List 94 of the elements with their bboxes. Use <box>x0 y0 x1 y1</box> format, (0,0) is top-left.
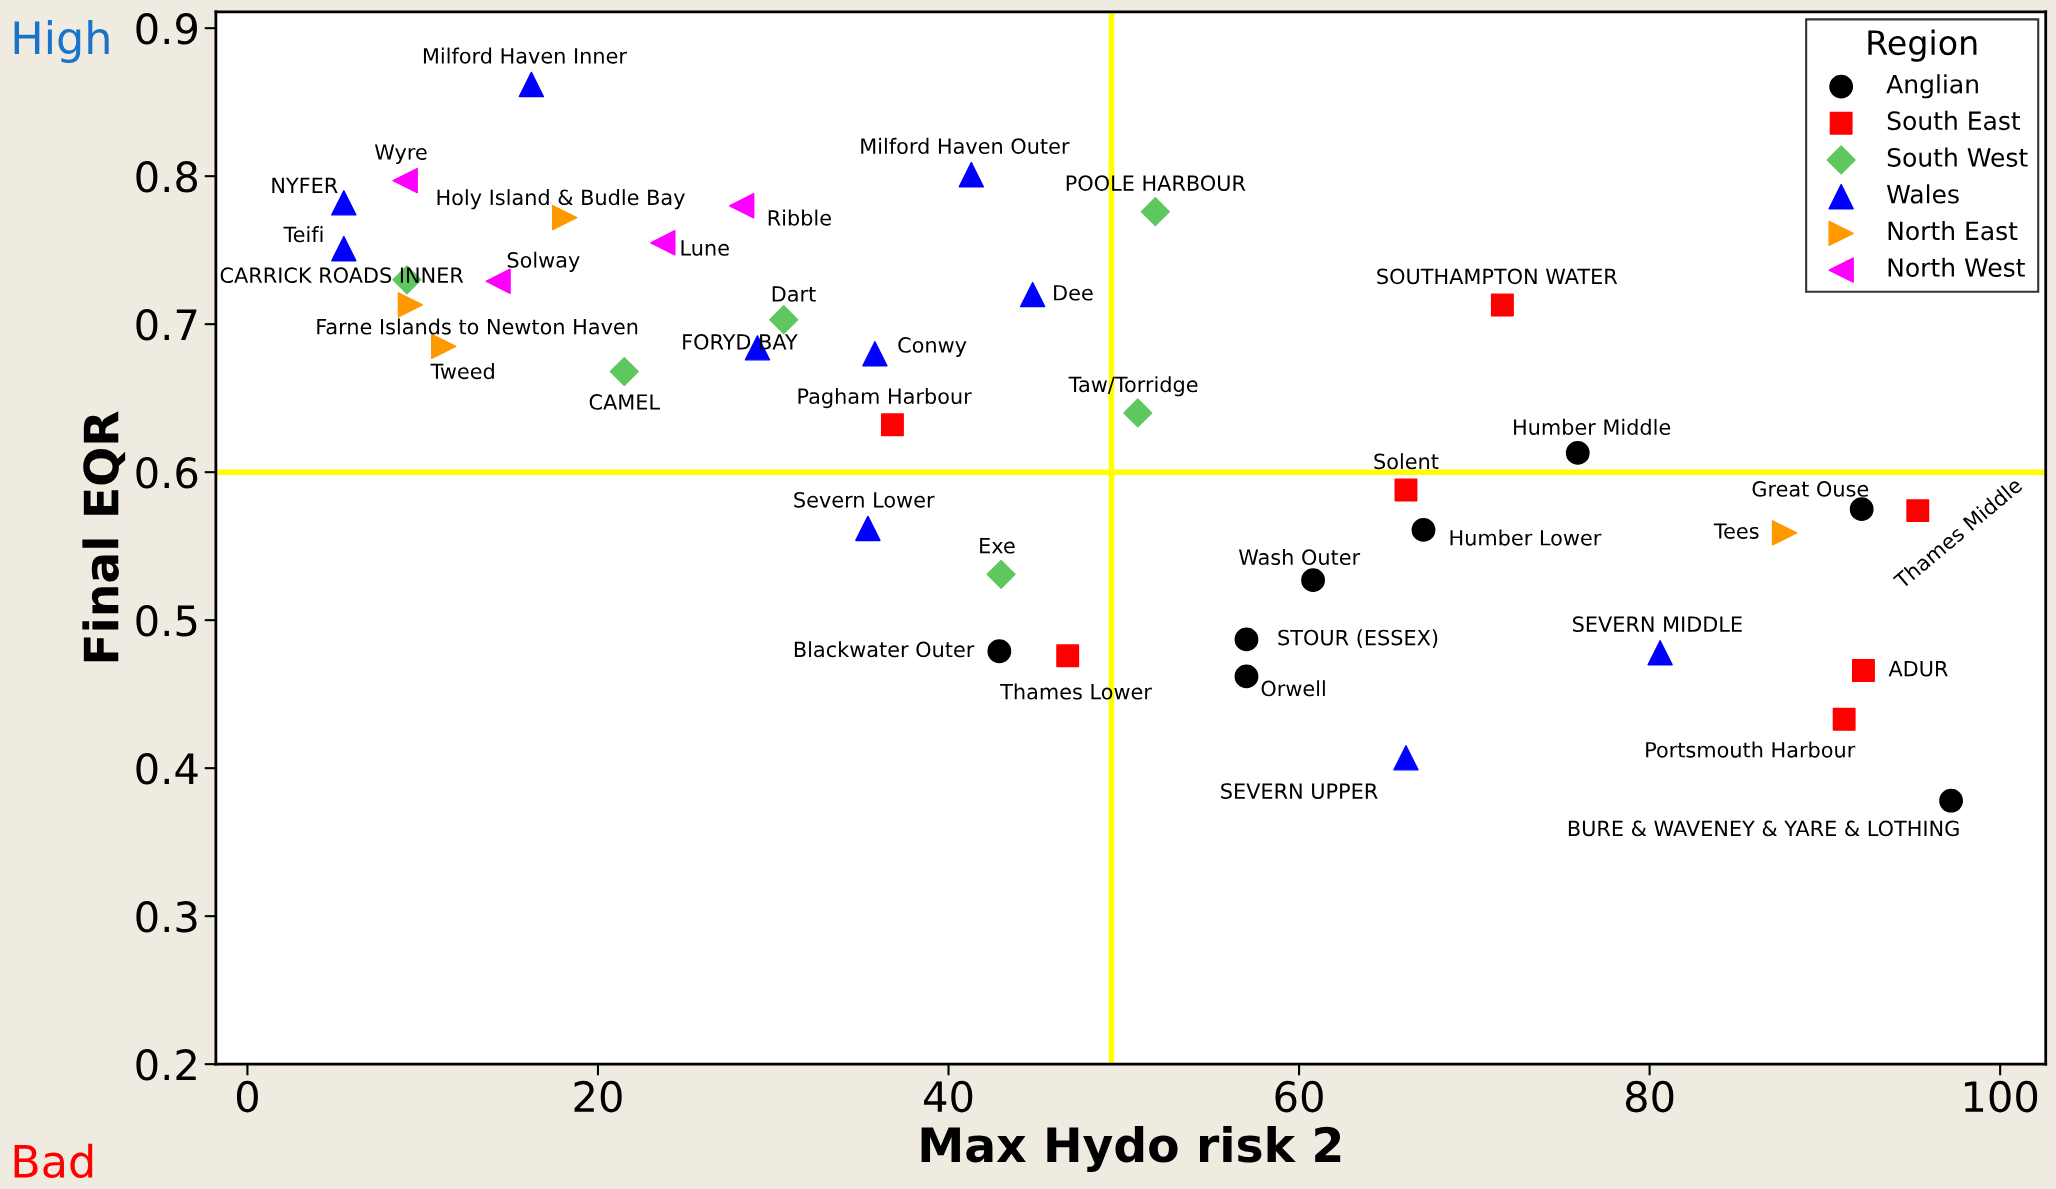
point <box>1565 441 1590 465</box>
point <box>551 204 578 231</box>
legend-label: Anglian <box>1886 74 1978 99</box>
point <box>880 413 904 437</box>
point <box>650 230 676 256</box>
point <box>1647 639 1673 666</box>
data-label: CAMEL <box>589 394 660 410</box>
data-label: BURE & WAVENEY & YARE & LOTHING <box>1568 820 1959 837</box>
point <box>1851 659 1875 682</box>
point <box>1832 707 1856 731</box>
data-label: Solway <box>507 251 580 272</box>
data-label: Orwell <box>1261 680 1325 697</box>
y-tick-label: 0.9 <box>136 13 197 45</box>
x-tick-label: 40 <box>924 1080 973 1113</box>
data-label: Solent <box>1374 453 1439 470</box>
point <box>392 167 418 194</box>
point <box>331 235 357 262</box>
legend-label: South West <box>1887 147 2028 167</box>
data-label: FORYD BAY <box>683 333 798 350</box>
y-tick-label: 0.5 <box>136 605 197 637</box>
data-label: Exe <box>980 538 1015 554</box>
point <box>986 559 1016 589</box>
x-tick-label: 100 <box>1964 1080 2038 1113</box>
data-label: NYFER <box>272 177 338 193</box>
data-label: Humber Lower <box>1450 529 1602 546</box>
data-label: Tees <box>1713 523 1759 539</box>
text: Bad <box>14 1143 93 1179</box>
x-tick-label: 60 <box>1275 1080 1323 1113</box>
point <box>1019 281 1046 308</box>
data-label: Wash Outer <box>1238 548 1361 566</box>
data-label: Great Ouse <box>1752 481 1869 497</box>
y-tick-label: 0.3 <box>136 901 197 933</box>
point <box>1771 520 1798 546</box>
data-label: Teifi <box>283 226 323 243</box>
point <box>1301 568 1325 593</box>
data-label: Conwy <box>898 337 967 357</box>
legend-label: South East <box>1887 110 2021 131</box>
data-label: Pagham Harbour <box>798 387 972 409</box>
point <box>1234 664 1259 689</box>
data-label: SEVERN UPPER <box>1221 783 1378 799</box>
legend-label: Wales <box>1886 184 1959 204</box>
point <box>609 356 639 387</box>
data-label: Milford Haven Inner <box>423 47 627 64</box>
point <box>1939 788 1963 813</box>
data-label: Portsmouth Harbour <box>1646 741 1856 758</box>
text: High <box>14 20 109 64</box>
y-tick-label: 0.6 <box>136 457 198 489</box>
point <box>862 341 888 367</box>
x-axis-title: Max Hydo risk 2 <box>921 1126 1341 1173</box>
data-label: Farne Islands to Newton Haven <box>317 318 638 335</box>
x-tick-label: 0 <box>236 1080 258 1113</box>
point <box>728 193 755 219</box>
data-label: Humber Middle <box>1514 418 1671 435</box>
data-label: Milford Haven Outer <box>861 137 1070 154</box>
data-label: Dart <box>772 286 816 302</box>
point <box>958 161 985 188</box>
y-tick-label: 0.4 <box>136 753 198 785</box>
data-label: SOUTHAMPTON WATER <box>1377 268 1618 285</box>
y-tick-label: 0.7 <box>136 309 197 341</box>
data-label: Holy Island & Budle Bay <box>437 189 685 210</box>
y-tick-label: 0.8 <box>136 161 198 193</box>
data-label: Ribble <box>768 209 831 226</box>
data-label: Blackwater Outer <box>794 641 975 658</box>
point <box>1056 644 1080 668</box>
point <box>1849 497 1874 522</box>
point <box>855 515 881 542</box>
point <box>1140 197 1170 227</box>
point <box>1394 478 1418 502</box>
legend-title: Region <box>1868 29 1977 62</box>
data-label: Lune <box>681 240 729 256</box>
point <box>1234 627 1259 652</box>
x-tick-label: 20 <box>574 1080 622 1113</box>
data-label: Tweed <box>430 363 494 380</box>
point <box>1490 293 1514 317</box>
data-label: Wyre <box>374 144 427 164</box>
data-label: Severn Lower <box>794 491 935 508</box>
point <box>1123 398 1153 428</box>
point <box>769 305 799 335</box>
point <box>431 333 457 360</box>
point <box>1393 745 1419 771</box>
data-label: SEVERN MIDDLE <box>1572 616 1742 633</box>
point <box>397 292 424 318</box>
point <box>1411 517 1436 542</box>
data-label: ADUR <box>1888 661 1948 677</box>
point <box>987 639 1012 664</box>
legend-label: North West <box>1888 257 2025 277</box>
x-tick-label: 80 <box>1625 1080 1674 1113</box>
legend-label: North East <box>1888 220 2018 241</box>
point <box>1906 499 1930 523</box>
point <box>518 71 545 98</box>
y-tick-label: 0.2 <box>136 1049 196 1081</box>
y-axis-title: Final EQR <box>82 411 126 662</box>
data-label: STOUR (ESSEX) <box>1278 629 1438 648</box>
data-label: Dee <box>1054 285 1093 301</box>
